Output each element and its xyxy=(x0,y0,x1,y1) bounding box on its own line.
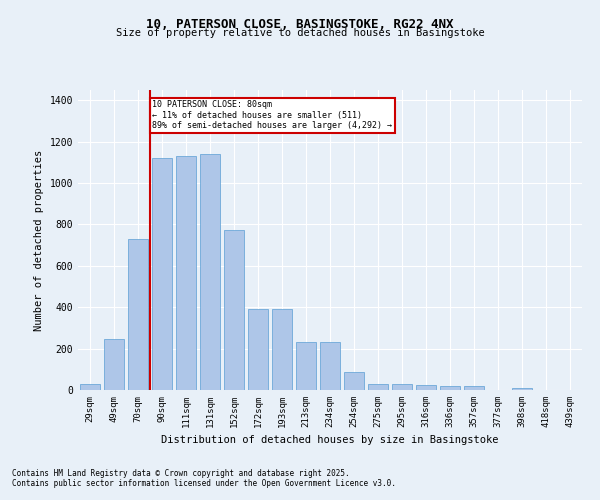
Text: Size of property relative to detached houses in Basingstoke: Size of property relative to detached ho… xyxy=(116,28,484,38)
Text: 10, PATERSON CLOSE, BASINGSTOKE, RG22 4NX: 10, PATERSON CLOSE, BASINGSTOKE, RG22 4N… xyxy=(146,18,454,30)
Bar xyxy=(440,386,460,390)
Bar xyxy=(368,384,388,390)
Bar xyxy=(248,310,268,390)
Bar xyxy=(224,230,244,390)
Text: 10 PATERSON CLOSE: 80sqm
← 11% of detached houses are smaller (511)
89% of semi-: 10 PATERSON CLOSE: 80sqm ← 11% of detach… xyxy=(152,100,392,130)
Text: Contains public sector information licensed under the Open Government Licence v3: Contains public sector information licen… xyxy=(12,478,396,488)
Bar xyxy=(80,384,100,390)
Bar xyxy=(104,340,124,390)
Bar xyxy=(416,385,436,390)
Bar xyxy=(128,239,148,390)
Bar xyxy=(272,310,292,390)
Bar xyxy=(392,384,412,390)
Bar xyxy=(344,372,364,390)
Bar xyxy=(320,342,340,390)
Bar xyxy=(200,154,220,390)
X-axis label: Distribution of detached houses by size in Basingstoke: Distribution of detached houses by size … xyxy=(161,436,499,446)
Bar xyxy=(464,386,484,390)
Bar xyxy=(512,388,532,390)
Bar xyxy=(176,156,196,390)
Text: Contains HM Land Registry data © Crown copyright and database right 2025.: Contains HM Land Registry data © Crown c… xyxy=(12,468,350,477)
Y-axis label: Number of detached properties: Number of detached properties xyxy=(34,150,44,330)
Bar xyxy=(152,158,172,390)
Bar xyxy=(296,342,316,390)
